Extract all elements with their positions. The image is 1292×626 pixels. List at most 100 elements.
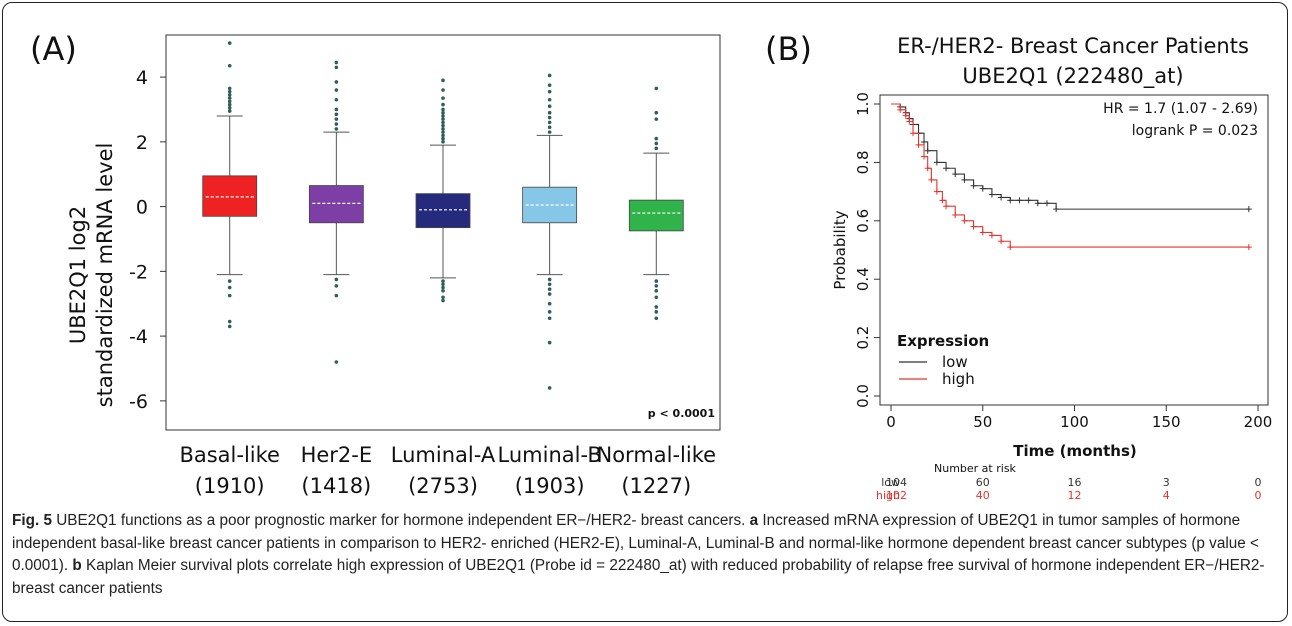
- outlier-point: [227, 41, 232, 45]
- panel-a-plot-frame: [165, 34, 721, 431]
- outlier-point: [334, 293, 339, 298]
- outlier-point: [441, 114, 445, 118]
- y-tick-label: 0: [136, 197, 148, 219]
- outlier-point: [441, 96, 445, 100]
- outlier-point: [547, 97, 552, 102]
- y-tick-label: -4: [129, 326, 148, 348]
- x-category-label: Luminal-B: [498, 443, 602, 467]
- box-normal-like: [628, 199, 684, 232]
- outlier-point: [547, 73, 552, 78]
- outlier-point: [654, 110, 659, 115]
- x-category-count: (1910): [195, 474, 265, 498]
- outlier-point: [441, 120, 445, 125]
- outlier-point: [227, 89, 232, 94]
- outlier-point: [654, 310, 659, 314]
- outlier-point: [441, 282, 445, 287]
- outlier-point: [547, 110, 552, 115]
- outlier-point: [441, 123, 445, 128]
- outlier-point: [654, 316, 659, 321]
- outlier-point: [441, 130, 445, 134]
- outlier-point: [334, 88, 339, 92]
- caption-a-text: Increased mRNA expression of UBE2Q1 in t…: [12, 512, 1259, 574]
- panel-a-ylabel-line2: standardized mRNA level: [93, 143, 117, 408]
- x-category-label: Normal-like: [597, 443, 717, 467]
- outlier-point: [441, 298, 445, 303]
- outlier-point: [547, 277, 552, 282]
- outlier-point: [547, 310, 552, 314]
- outlier-point: [441, 117, 445, 121]
- x-category-label: Basal-like: [179, 443, 280, 467]
- outlier-point: [227, 319, 232, 324]
- outlier-point: [441, 110, 445, 115]
- outlier-point: [654, 295, 659, 300]
- outlier-point: [441, 127, 445, 131]
- x-category-count: (1903): [515, 474, 585, 498]
- outlier-point: [334, 117, 339, 121]
- panel-a-pvalue: p < 0.0001: [648, 407, 715, 420]
- outlier-point: [441, 133, 445, 138]
- outlier-point: [441, 78, 445, 83]
- caption-title: UBE2Q1 functions as a poor prognostic ma…: [56, 512, 746, 529]
- outlier-point: [441, 288, 445, 293]
- figure-caption: Fig. 5 UBE2Q1 functions as a poor progno…: [12, 510, 1280, 600]
- outlier-point: [547, 89, 552, 94]
- box-her2-e: [308, 185, 364, 224]
- outlier-point: [334, 97, 339, 102]
- outlier-point: [334, 122, 339, 126]
- outlier-point: [441, 102, 445, 107]
- y-tick-label: 2: [136, 132, 148, 154]
- outlier-point: [654, 141, 659, 146]
- outlier-point: [547, 125, 552, 130]
- outlier-point: [654, 284, 659, 288]
- outlier-point: [547, 104, 552, 109]
- outlier-point: [654, 305, 659, 309]
- outlier-point: [227, 293, 232, 298]
- caption-b-label: b: [72, 557, 82, 574]
- outlier-point: [227, 96, 232, 100]
- caption-a-label: a: [749, 512, 759, 529]
- outlier-point: [334, 112, 339, 117]
- outlier-point: [547, 386, 552, 390]
- box-plot-panel-a: (A) UBE2Q1 log2 standardized mRNA level …: [30, 30, 721, 498]
- panel-a-ylabel-line1: UBE2Q1 log2: [66, 206, 90, 344]
- outlier-point: [654, 279, 659, 283]
- outlier-point: [227, 102, 232, 107]
- outlier-point: [547, 340, 552, 345]
- y-tick-label: 4: [136, 67, 148, 89]
- outlier-point: [441, 285, 445, 290]
- outlier-point: [547, 282, 552, 287]
- outlier-point: [227, 106, 232, 110]
- outlier-point: [334, 107, 339, 112]
- outlier-point: [654, 136, 659, 141]
- outlier-point: [334, 60, 339, 65]
- x-category-label: Luminal-A: [391, 443, 496, 467]
- outlier-point: [441, 140, 445, 144]
- y-tick-label: -2: [129, 261, 148, 283]
- caption-b-text: Kaplan Meier survival plots correlate hi…: [12, 557, 1265, 597]
- outlier-point: [441, 136, 445, 141]
- outlier-point: [227, 324, 232, 329]
- outlier-point: [547, 130, 552, 134]
- outlier-point: [547, 287, 552, 291]
- outlier-point: [334, 65, 339, 70]
- outlier-point: [654, 117, 659, 121]
- outlier-point: [654, 288, 659, 293]
- outlier-point: [334, 277, 339, 282]
- outlier-point: [654, 86, 659, 91]
- outlier-point: [441, 88, 445, 92]
- outlier-point: [334, 360, 339, 364]
- x-category-count: (2753): [408, 474, 478, 498]
- outlier-point: [227, 93, 232, 97]
- y-tick-label: -6: [129, 391, 148, 413]
- box-basal-like: [202, 175, 258, 217]
- outlier-point: [227, 285, 232, 290]
- x-category-label: Her2-E: [301, 443, 373, 467]
- outlier-point: [547, 83, 552, 87]
- box-luminal-a: [415, 193, 471, 229]
- outlier-point: [334, 127, 339, 131]
- caption-fig-label: Fig. 5: [12, 512, 52, 529]
- outlier-point: [547, 301, 552, 306]
- outlier-point: [654, 146, 659, 151]
- x-category-count: (1227): [621, 474, 691, 498]
